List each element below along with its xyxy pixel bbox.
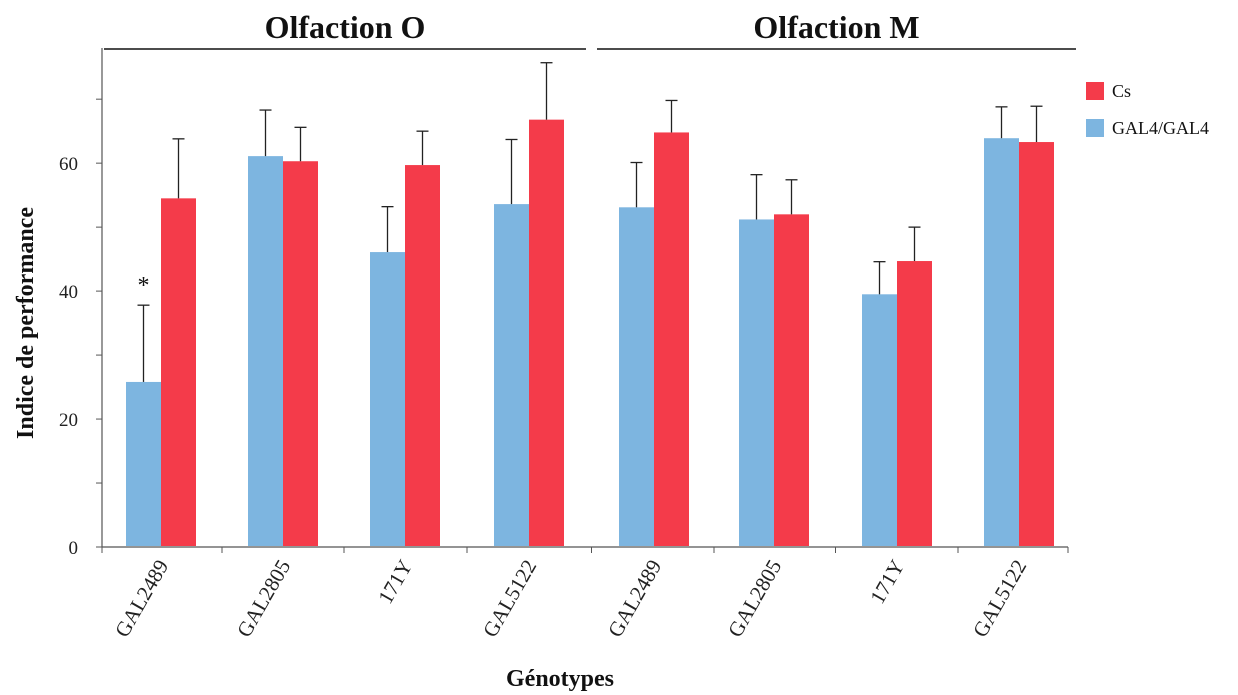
group-titles: Olfaction O Olfaction M: [104, 9, 1076, 50]
bar-gal4-gal4: [126, 381, 161, 546]
x-axis-title: Génotypes: [506, 666, 614, 692]
category-label: GAL2489: [603, 556, 666, 642]
significance-asterisk: *: [138, 273, 150, 299]
bar-gal4-gal4: [984, 138, 1019, 546]
bar-cs: [529, 119, 564, 547]
bar-gal4-gal4: [862, 294, 897, 546]
bar-gal4-gal4: [248, 156, 283, 546]
y-tick-label: 60: [59, 154, 78, 175]
group-title: Olfaction M: [753, 9, 919, 45]
legend-label: Cs: [1112, 81, 1131, 101]
category-label: GAL2805: [232, 556, 295, 642]
bar-cs: [283, 161, 318, 546]
y-tick-label: 20: [59, 410, 78, 431]
bar-cs: [405, 165, 440, 547]
y-axis-title: Indice de performance: [13, 207, 39, 439]
bar-cs: [1019, 142, 1054, 547]
bar-gal4-gal4: [370, 252, 405, 547]
category-label: 171Y: [865, 556, 909, 608]
bar-gal4-gal4: [494, 204, 529, 546]
bar-gal4-gal4: [739, 219, 774, 546]
legend-swatch: [1086, 82, 1104, 100]
legend-label: GAL4/GAL4: [1112, 118, 1209, 138]
category-label: 171Y: [373, 556, 417, 608]
group-title: Olfaction O: [265, 9, 426, 45]
bar-cs: [654, 132, 689, 546]
bars: [126, 119, 1054, 547]
category-label: GAL2489: [110, 556, 173, 642]
category-label: GAL5122: [968, 556, 1031, 642]
bar-cs: [161, 198, 196, 547]
bar-cs: [774, 214, 809, 547]
error-bars: [137, 62, 1043, 382]
bar-cs: [897, 261, 932, 546]
y-tick-label: 0: [69, 538, 79, 559]
annotations: *: [138, 273, 150, 299]
legend: Cs GAL4/GAL4: [1086, 81, 1209, 138]
bar-gal4-gal4: [619, 207, 654, 547]
y-tick-label: 40: [59, 282, 78, 303]
category-label: GAL5122: [478, 556, 541, 642]
category-label: GAL2805: [723, 556, 786, 642]
legend-swatch: [1086, 119, 1104, 137]
